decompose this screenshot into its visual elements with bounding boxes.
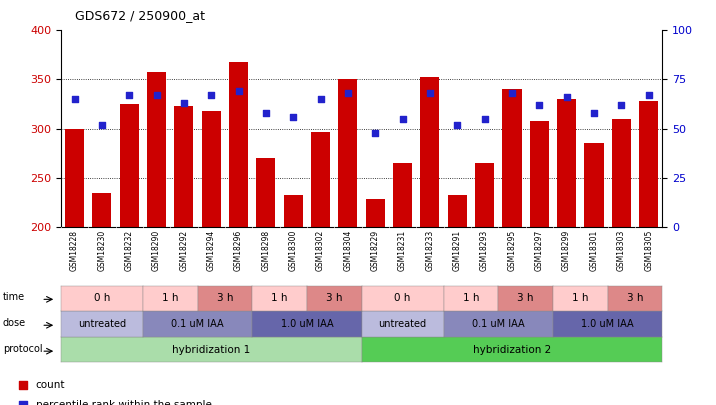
- Text: 0 h: 0 h: [395, 293, 411, 303]
- Text: GSM18295: GSM18295: [508, 230, 516, 271]
- Bar: [503, 90, 521, 227]
- Bar: [420, 77, 440, 227]
- Text: GSM18233: GSM18233: [425, 230, 435, 271]
- Bar: [65, 129, 84, 227]
- Text: dose: dose: [3, 318, 26, 328]
- Point: [96, 122, 107, 128]
- Text: 0.1 uM IAA: 0.1 uM IAA: [171, 319, 224, 329]
- Bar: [557, 99, 576, 227]
- Text: count: count: [36, 380, 65, 390]
- Point: [17, 382, 29, 388]
- Point: [479, 115, 490, 122]
- Text: GSM18290: GSM18290: [152, 230, 161, 271]
- Point: [123, 92, 135, 98]
- Text: GSM18229: GSM18229: [371, 230, 379, 271]
- Text: GSM18297: GSM18297: [535, 230, 543, 271]
- Text: GSM18296: GSM18296: [234, 230, 243, 271]
- Text: GSM18303: GSM18303: [616, 230, 626, 271]
- Text: GSM18300: GSM18300: [289, 230, 298, 271]
- Text: GSM18305: GSM18305: [644, 230, 653, 271]
- Text: GSM18294: GSM18294: [207, 230, 216, 271]
- Bar: [256, 158, 276, 227]
- Text: GSM18292: GSM18292: [180, 230, 188, 271]
- Text: GSM18230: GSM18230: [97, 230, 107, 271]
- Point: [616, 102, 627, 108]
- Point: [589, 110, 600, 116]
- Point: [561, 94, 572, 100]
- Text: protocol: protocol: [3, 344, 42, 354]
- Text: hybridization 1: hybridization 1: [172, 345, 251, 355]
- Text: GSM18299: GSM18299: [562, 230, 571, 271]
- Text: 1 h: 1 h: [463, 293, 479, 303]
- Text: 1 h: 1 h: [271, 293, 288, 303]
- Point: [506, 90, 518, 96]
- Text: hybridization 2: hybridization 2: [473, 345, 551, 355]
- Bar: [530, 121, 549, 227]
- Bar: [147, 72, 166, 227]
- Text: 0.1 uM IAA: 0.1 uM IAA: [472, 319, 525, 329]
- Bar: [584, 143, 604, 227]
- Bar: [284, 195, 303, 227]
- Point: [69, 96, 80, 102]
- Point: [424, 90, 435, 96]
- Bar: [120, 104, 139, 227]
- Text: percentile rank within the sample: percentile rank within the sample: [36, 400, 212, 405]
- Text: GSM18304: GSM18304: [344, 230, 352, 271]
- Bar: [202, 111, 221, 227]
- Text: 1 h: 1 h: [572, 293, 589, 303]
- Point: [397, 115, 408, 122]
- Point: [151, 92, 163, 98]
- Bar: [611, 119, 631, 227]
- Bar: [366, 199, 384, 227]
- Bar: [639, 101, 658, 227]
- Text: GSM18302: GSM18302: [316, 230, 325, 271]
- Text: 1.0 uM IAA: 1.0 uM IAA: [281, 319, 333, 329]
- Bar: [92, 194, 112, 227]
- Point: [260, 110, 271, 116]
- Point: [533, 102, 545, 108]
- Point: [369, 129, 381, 136]
- Bar: [311, 132, 330, 227]
- Point: [233, 88, 244, 94]
- Bar: [339, 79, 357, 227]
- Bar: [229, 62, 248, 227]
- Text: GSM18232: GSM18232: [125, 230, 134, 271]
- Bar: [174, 106, 193, 227]
- Text: GSM18293: GSM18293: [480, 230, 489, 271]
- Text: untreated: untreated: [379, 319, 427, 329]
- Point: [288, 113, 299, 120]
- Text: 1.0 uM IAA: 1.0 uM IAA: [581, 319, 634, 329]
- Text: GSM18231: GSM18231: [398, 230, 407, 271]
- Text: 3 h: 3 h: [326, 293, 342, 303]
- Text: 3 h: 3 h: [626, 293, 643, 303]
- Bar: [393, 163, 412, 227]
- Text: GSM18291: GSM18291: [453, 230, 462, 271]
- Point: [342, 90, 354, 96]
- Point: [315, 96, 326, 102]
- Bar: [448, 195, 467, 227]
- Point: [452, 122, 463, 128]
- Text: untreated: untreated: [78, 319, 126, 329]
- Point: [178, 100, 190, 106]
- Point: [643, 92, 654, 98]
- Point: [17, 402, 29, 405]
- Text: time: time: [3, 292, 25, 302]
- Text: GSM18228: GSM18228: [70, 230, 79, 271]
- Text: 1 h: 1 h: [162, 293, 178, 303]
- Text: GDS672 / 250900_at: GDS672 / 250900_at: [75, 9, 205, 22]
- Text: GSM18301: GSM18301: [589, 230, 599, 271]
- Text: 3 h: 3 h: [217, 293, 233, 303]
- Point: [205, 92, 217, 98]
- Text: 0 h: 0 h: [94, 293, 110, 303]
- Text: 3 h: 3 h: [518, 293, 534, 303]
- Text: GSM18298: GSM18298: [261, 230, 271, 271]
- Bar: [475, 163, 494, 227]
